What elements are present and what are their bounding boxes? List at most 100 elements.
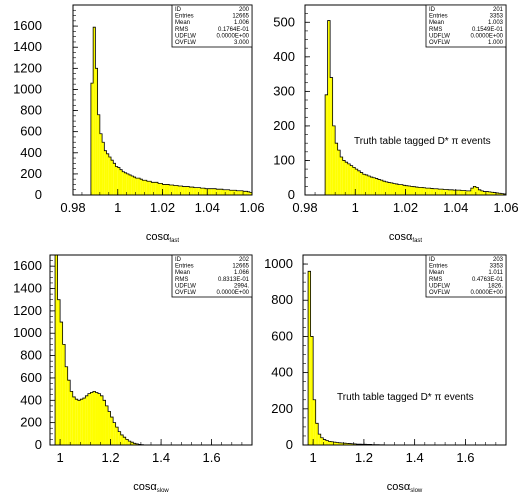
histogram-bar [330,77,333,195]
histogram-bar [428,188,431,195]
histogram-bar [392,183,396,195]
stats-value: 1.011 [488,270,503,276]
stats-box-frame [171,254,253,298]
histogram-panel-4: 0 200 400 600 800 1000 1 1.2 1.4 1.6 cosαslow ID 203… [264,254,507,494]
histogram-bar [123,437,126,445]
histogram-bar [435,188,439,195]
histogram-bar [93,27,96,196]
histogram-bars [308,271,385,445]
stats-value: 1.066 [234,270,250,276]
stats-label: Mean [429,20,444,26]
histogram-bar [120,434,124,445]
histogram-bar [146,181,150,195]
histogram-bar [353,443,357,445]
stats-value: 203 [493,257,504,263]
y-tick-label: 200 [20,166,42,181]
y-tick-label: 400 [271,365,293,380]
histogram-bar [400,184,403,195]
histogram-bar [445,189,449,195]
histogram-bar [463,190,466,195]
histogram-bar [117,167,120,195]
histogram-bar [207,188,210,195]
histogram-bar [315,423,319,445]
y-tick-label: 600 [20,370,42,385]
histogram-panel-3: 0 200 400 600 800 1000 1200 1400 1600 1 1.2 1.4 1.6 c… [13,254,253,494]
stats-value: 200 [239,7,250,13]
x-tick-label: 1.04 [195,200,220,215]
y-tick-label: 200 [20,415,42,430]
stats-label: OVFLW [175,40,196,46]
stats-label: UDFLW [429,283,450,289]
stats-label: Entries [175,264,194,270]
histogram-bar [60,322,63,445]
histogram-bar [425,188,429,195]
histogram-bar [104,150,107,195]
histogram-outline [307,270,385,446]
histogram-bar [490,192,494,195]
histogram-bar [90,392,93,445]
histogram-bar [470,188,474,195]
stats-label: RMS [175,27,188,33]
histogram-bar [351,443,354,445]
histogram-bar [413,186,416,195]
histogram-bar [131,176,134,195]
histogram-bar [118,431,121,445]
histogram-bar [236,190,239,195]
histogram-bar [346,443,349,445]
histogram-bar [155,182,159,195]
x-tick-label: 1.04 [443,200,468,215]
histogram-bar [126,173,129,195]
histogram-bar [75,399,78,445]
histogram-bar [229,190,232,195]
histogram-bar [231,190,235,195]
y-tick-label: 1000 [13,325,42,340]
histogram-bar [360,172,363,195]
y-tick-label: 0 [286,437,293,452]
histogram-bar [198,187,201,195]
stats-value: 0.1764E-01 [218,27,250,33]
stats-label: OVFLW [429,290,450,296]
stats-value: 3.000 [234,40,250,46]
x-tick-label: 1.02 [393,200,418,215]
histogram-bar [111,160,114,195]
stats-box-frame [425,4,507,48]
histogram-bar [128,174,132,195]
histogram-bar [158,183,161,195]
histogram-bar [308,271,311,445]
x-tick-label: 1.6 [456,450,474,465]
histogram-bar [415,187,419,195]
histogram-bar [169,184,172,195]
x-tick-label: 1.4 [152,450,170,465]
stats-value: 1826. [488,283,503,289]
stats-label: ID [429,257,436,263]
histogram-bar [182,186,185,195]
histogram-bar [115,166,118,195]
histogram-bar [119,169,123,195]
histogram-bar [395,183,398,195]
x-axis-label: cosαfast [146,231,179,244]
histogram-bar [149,181,152,195]
histogram-bar [498,193,501,195]
annotation-text: Truth table tagged D* π events [354,136,491,147]
histogram-bar [144,180,147,195]
histogram-bar [133,443,136,445]
histogram-bar [95,68,98,195]
histogram-bar [340,157,343,195]
histogram-bar [313,399,316,445]
x-tick-label: 1.2 [102,450,120,465]
histogram-bar [382,181,386,195]
histogram-bar [370,177,373,195]
histogram-bar [137,178,141,195]
histogram-bar [332,125,336,195]
histogram-bar [243,191,246,195]
histogram-bar [216,189,219,195]
stats-label: Entries [429,14,448,20]
histogram-bar [345,162,348,195]
histogram-bar [402,185,406,195]
histogram-bar [337,150,341,195]
histogram-bar [333,442,336,445]
histogram-bar [62,344,66,445]
histogram-bar [355,169,358,195]
histogram-bar [433,188,436,195]
histogram-bar [420,187,424,195]
